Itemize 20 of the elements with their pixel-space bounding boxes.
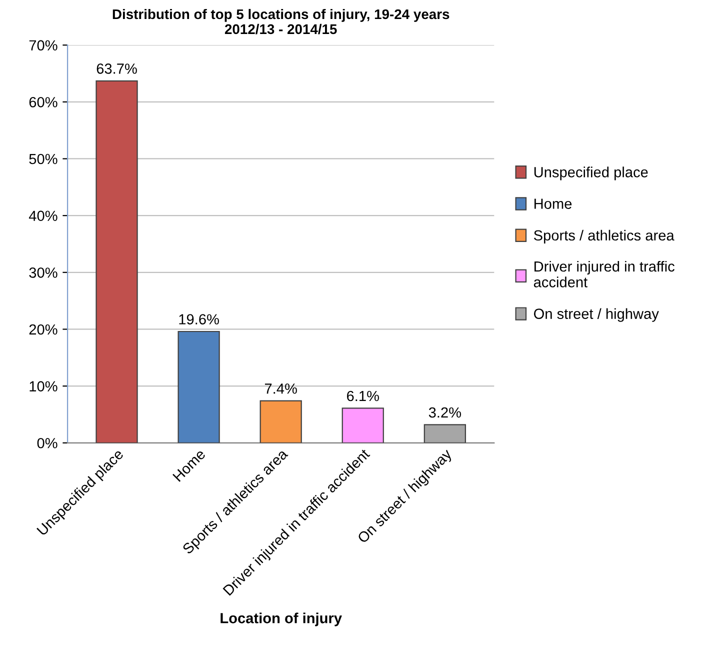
x-axis-title: Location of injury (220, 612, 342, 626)
y-tick-label: 50% (29, 154, 58, 164)
y-tick-label: 40% (28, 210, 58, 221)
legend-label: Unspecified place (534, 166, 648, 180)
data-label: 6.1% (347, 390, 379, 402)
legend-label: Sports / athletics area (534, 230, 674, 244)
data-label: 19.6% (179, 314, 219, 324)
legend-label: Driver injured in traffic accident (534, 260, 674, 288)
y-tick-label: 70% (29, 40, 58, 51)
y-tick-label: 60% (29, 97, 58, 108)
y-tick-label: 20% (29, 324, 58, 335)
legend-label: Home (534, 198, 572, 209)
y-tick-label: 10% (30, 381, 58, 392)
y-tick-label: 30% (29, 268, 58, 278)
data-label: 7.4% (264, 384, 297, 394)
chart-title: Distribution of top 5 locations of injury, 19-24 years 2012/13 - 2014/15 (112, 8, 450, 34)
y-tick-label: 0% (37, 438, 58, 448)
data-label: 3.2% (428, 407, 462, 418)
data-label: 63.7% (96, 64, 137, 74)
legend-label: On street / highway (534, 308, 659, 322)
